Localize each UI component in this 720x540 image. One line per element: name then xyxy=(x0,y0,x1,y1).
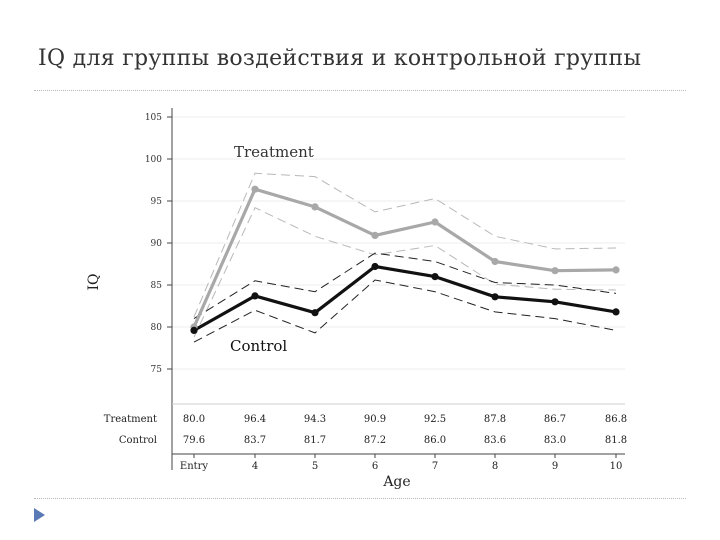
series-label-treatment: Treatment xyxy=(234,143,314,161)
control-value-label-7: 81.8 xyxy=(605,435,627,446)
control-line xyxy=(193,264,617,332)
treatment-point-3 xyxy=(371,231,379,239)
control-value-label-2: 81.7 xyxy=(304,435,326,446)
treatment-value-label-6: 86.7 xyxy=(544,414,566,425)
series-points-layer xyxy=(190,185,620,334)
x-tick-label-0: Entry xyxy=(180,461,209,472)
control-point-1 xyxy=(251,292,259,300)
confidence-bands-layer xyxy=(193,172,617,343)
x-tick-label-1: 4 xyxy=(252,461,258,472)
control-point-5 xyxy=(491,293,499,301)
treatment-value-label-0: 80.0 xyxy=(183,414,205,425)
treatment-ci-upper xyxy=(193,172,617,318)
title-divider xyxy=(34,90,686,91)
control-ci-lower xyxy=(193,279,617,343)
series-lines-layer xyxy=(192,187,617,332)
x-tick-label-6: 9 xyxy=(552,461,558,472)
y-axis-label: IQ xyxy=(86,273,102,290)
treatment-point-6 xyxy=(551,267,559,275)
slide-title: IQ для группы воздействия и контрольной … xyxy=(38,46,642,71)
treatment-ci-lower xyxy=(193,207,617,338)
y-tick-layer: 75 80 85 90 95 100 105 xyxy=(145,113,172,375)
treatment-value-label-7: 86.8 xyxy=(605,414,627,425)
x-tick-label-5: 8 xyxy=(492,461,498,472)
control-ci-upper xyxy=(193,252,617,320)
treatment-value-label-1: 96.4 xyxy=(244,414,266,425)
x-tick-label-2: 5 xyxy=(312,461,318,472)
value-table-layer: 80.0 96.4 94.3 90.9 92.5 87.8 86.7 86.8 79.6 83.7… xyxy=(183,414,627,446)
table-row-label-control: Control xyxy=(119,435,157,446)
treatment-value-label-2: 94.3 xyxy=(304,414,326,425)
treatment-point-2 xyxy=(311,203,319,211)
table-row-label-treatment: Treatment xyxy=(104,414,157,425)
control-point-2 xyxy=(311,309,319,317)
control-value-label-5: 83.6 xyxy=(484,435,506,446)
treatment-line xyxy=(192,187,617,328)
y-tick-label-80: 80 xyxy=(151,323,163,333)
y-tick-label-75: 75 xyxy=(151,365,163,375)
series-label-control: Control xyxy=(230,337,287,355)
control-value-label-4: 86.0 xyxy=(424,435,446,446)
y-tick-label-85: 85 xyxy=(151,281,163,291)
x-tick-label-7: 10 xyxy=(610,461,623,472)
treatment-point-7 xyxy=(612,266,620,274)
control-point-7 xyxy=(612,308,620,316)
control-value-label-0: 79.6 xyxy=(183,435,205,446)
slide-bullet-icon xyxy=(34,508,45,522)
treatment-point-4 xyxy=(431,218,439,226)
control-point-0 xyxy=(190,326,198,334)
treatment-value-label-3: 90.9 xyxy=(364,414,386,425)
y-tick-label-105: 105 xyxy=(145,113,162,123)
y-tick-label-100: 100 xyxy=(145,155,162,165)
treatment-point-5 xyxy=(491,257,499,266)
control-value-label-1: 83.7 xyxy=(244,435,266,446)
axis-layer xyxy=(171,108,625,470)
y-tick-label-90: 90 xyxy=(151,239,163,249)
y-tick-label-95: 95 xyxy=(151,197,163,207)
control-point-3 xyxy=(371,262,379,271)
treatment-value-label-5: 87.8 xyxy=(484,414,506,425)
control-point-4 xyxy=(431,273,439,281)
x-tick-label-4: 7 xyxy=(432,461,438,472)
control-value-label-6: 83.0 xyxy=(544,435,566,446)
control-point-6 xyxy=(551,298,559,306)
control-value-label-3: 87.2 xyxy=(364,435,386,446)
x-tick-label-3: 6 xyxy=(372,461,378,472)
treatment-point-1 xyxy=(251,185,259,193)
footer-divider xyxy=(34,498,686,499)
x-tick-layer: Entry 4 5 6 7 8 9 10 xyxy=(180,454,622,472)
treatment-value-label-4: 92.5 xyxy=(424,414,446,425)
x-axis-label: Age xyxy=(382,474,410,490)
